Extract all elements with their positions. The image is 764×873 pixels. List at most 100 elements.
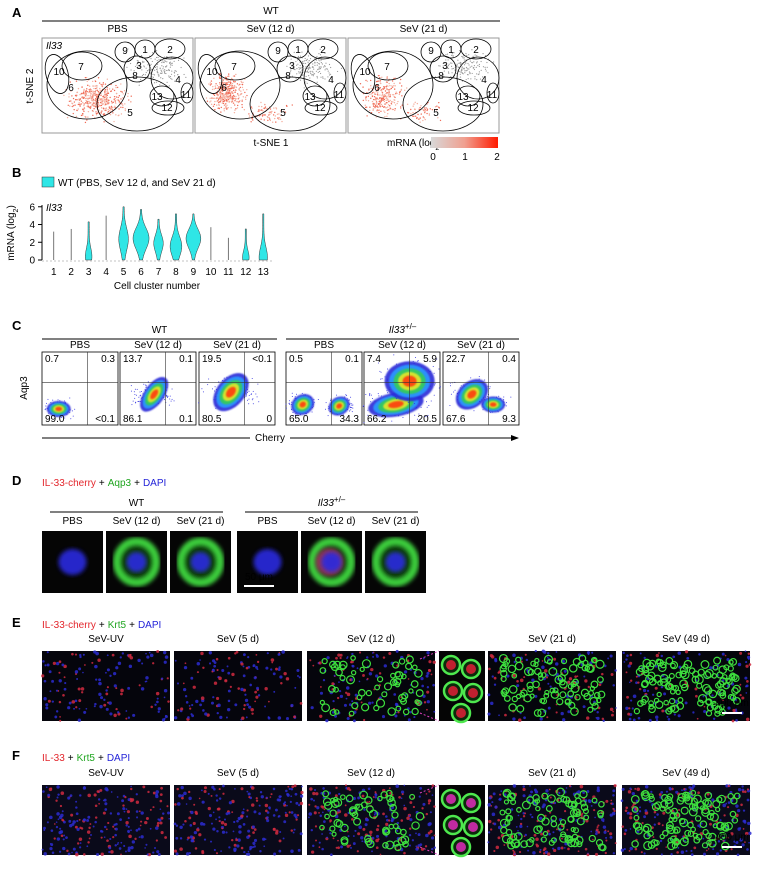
column-label: SeV-UV (88, 768, 124, 779)
nucleus-dot (220, 850, 222, 852)
nucleus-dot (312, 845, 314, 847)
cell-dot (162, 72, 163, 73)
nucleus-dot (136, 801, 139, 804)
event-dot (414, 403, 415, 404)
cell-dot (72, 106, 73, 107)
nucleus-dot (78, 667, 81, 670)
nucleus-dot (409, 845, 411, 847)
cell-dot (319, 71, 320, 72)
nucleus-dot (60, 805, 62, 807)
cell-dot (310, 73, 311, 74)
cell-dot (394, 88, 395, 89)
nucleus (386, 552, 406, 572)
nucleus-dot (99, 705, 102, 708)
nucleus-dot (385, 823, 388, 826)
nucleus-dot (610, 654, 613, 657)
nucleus-dot (350, 661, 352, 663)
cell-dot (93, 111, 94, 112)
event-dot (246, 396, 247, 397)
nucleus-dot (692, 711, 694, 713)
cell-dot (391, 88, 392, 89)
nucleus-dot (56, 662, 59, 665)
nucleus-dot (504, 714, 507, 717)
cell-dot (103, 121, 104, 122)
nucleus-dot (61, 663, 64, 666)
cell-dot (384, 101, 385, 102)
cell-dot (471, 66, 472, 67)
event-dot (214, 391, 215, 392)
nucleus-dot (193, 822, 196, 825)
event-dot (470, 377, 471, 378)
nucleus-dot (542, 805, 545, 808)
nucleus-dot (49, 847, 52, 850)
nucleus-dot (79, 654, 81, 656)
nucleus-dot (523, 676, 525, 678)
nucleus-dot (80, 842, 82, 844)
nucleus-dot (264, 706, 266, 708)
cell-dot (240, 94, 241, 95)
nucleus-dot (174, 849, 177, 852)
cell-dot (171, 65, 172, 66)
cell-dot (305, 81, 306, 82)
nucleus-dot (64, 688, 67, 691)
cell-dot (76, 99, 77, 100)
nucleus-dot (83, 711, 86, 714)
cell-dot (109, 110, 110, 111)
nucleus-dot (208, 807, 211, 810)
nucleus-dot (241, 847, 244, 850)
cell-dot (124, 103, 125, 104)
nucleus-dot (177, 682, 179, 684)
nucleus-dot (432, 784, 435, 787)
nucleus-dot (320, 692, 323, 695)
cell-dot (426, 113, 427, 114)
cell-dot (68, 96, 69, 97)
cell-dot (162, 78, 163, 79)
nucleus-dot (530, 790, 533, 793)
cell-dot (101, 112, 102, 113)
event-dot (289, 400, 290, 401)
column-label: SeV (5 d) (217, 768, 259, 779)
nucleus-dot (347, 717, 350, 720)
nucleus-dot (544, 669, 548, 673)
nucleus-dot (103, 800, 105, 802)
event-dot (208, 378, 209, 379)
nucleus-dot (203, 823, 206, 826)
event-dot (345, 394, 346, 395)
nucleus-dot (286, 717, 289, 720)
nucleus-dot (347, 787, 350, 790)
nucleus-dot (107, 822, 109, 824)
column-label: SeV (21 d) (177, 516, 225, 527)
nucleus-dot (325, 719, 328, 722)
cell-dot (232, 91, 233, 92)
nucleus-dot (90, 834, 92, 836)
cell-dot (425, 107, 426, 108)
event-dot (402, 417, 403, 418)
nucleus-dot (237, 838, 240, 841)
nucleus-dot (556, 711, 558, 713)
nucleus-dot (185, 662, 187, 664)
nucleus-dot (125, 710, 127, 712)
nucleus-dot (147, 853, 149, 855)
cell-dot (325, 63, 326, 64)
nucleus-dot (167, 677, 169, 679)
cell-dot (71, 95, 72, 96)
cell-dot (172, 63, 173, 64)
nucleus-dot (428, 669, 431, 672)
nucleus-dot (258, 694, 260, 696)
nucleus-dot (398, 796, 401, 799)
nucleus-dot (227, 665, 229, 667)
nucleus-dot (161, 831, 164, 834)
cell-dot (369, 107, 370, 108)
nucleus-dot (630, 680, 632, 682)
nucleus-dot (59, 828, 61, 830)
nucleus-dot (625, 707, 628, 710)
cell-dot (241, 82, 242, 83)
cell-dot (275, 121, 276, 122)
cell-dot (399, 82, 400, 83)
nucleus-dot (128, 835, 132, 839)
cell-dot (251, 106, 252, 107)
event-dot (140, 395, 141, 396)
nucleus-dot (322, 787, 325, 790)
nucleus-dot (591, 805, 593, 807)
cell-dot (467, 68, 468, 69)
